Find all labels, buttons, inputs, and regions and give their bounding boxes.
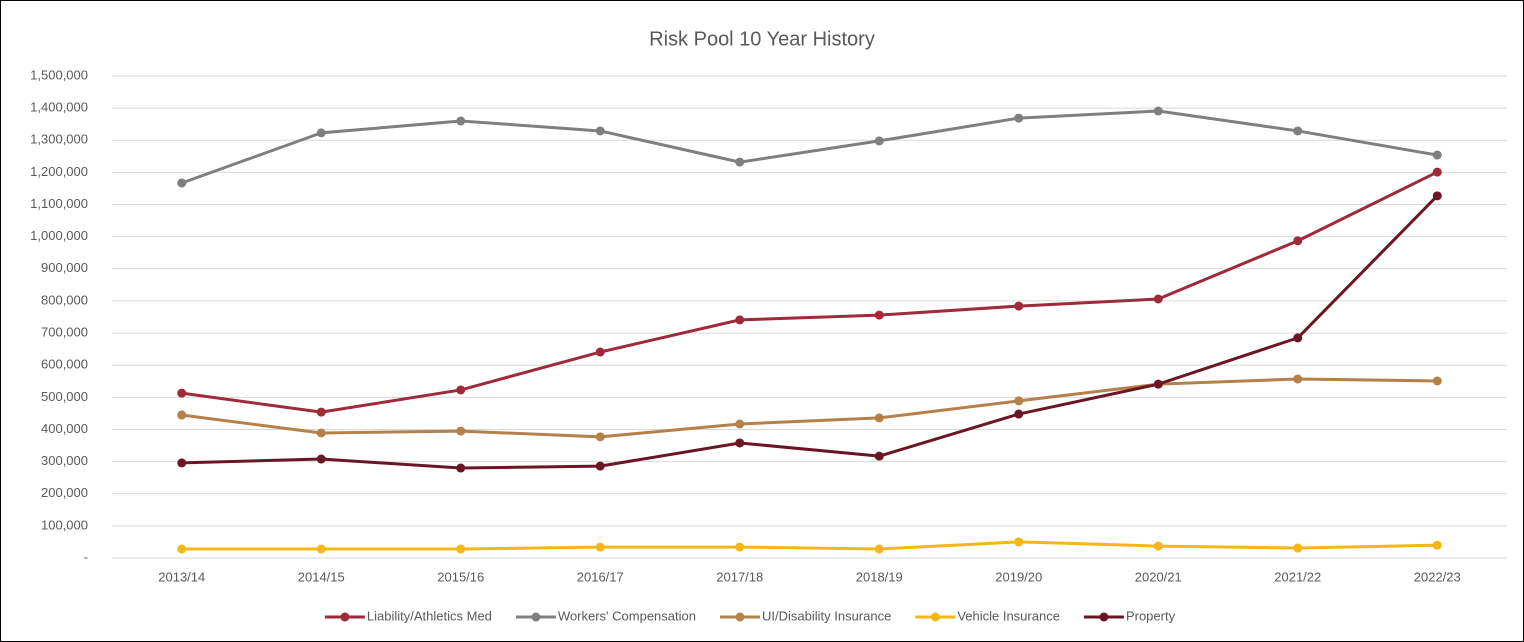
- y-tick-label: 600,000: [41, 357, 88, 372]
- data-point: [316, 407, 326, 417]
- y-tick-label: 100,000: [41, 517, 88, 532]
- data-point: [316, 428, 326, 438]
- data-point: [1432, 167, 1442, 177]
- data-point: [177, 388, 187, 398]
- data-point: [595, 126, 605, 136]
- x-tick-label: 2020/21: [1135, 569, 1182, 584]
- data-point: [1153, 379, 1163, 389]
- data-point: [1293, 374, 1303, 384]
- series-line: [181, 170, 1438, 414]
- data-point: [1432, 376, 1442, 386]
- y-tick-label: 300,000: [41, 453, 88, 468]
- data-point: [595, 347, 605, 357]
- y-tick-label: 1,500,000: [30, 67, 88, 82]
- y-tick-label: 1,100,000: [30, 196, 88, 211]
- data-point: [1293, 543, 1303, 553]
- y-tick-label: 900,000: [41, 260, 88, 275]
- x-tick-label: 2017/18: [716, 569, 763, 584]
- legend-marker: [340, 612, 350, 622]
- data-point: [1432, 150, 1442, 160]
- series-line: [181, 194, 1439, 470]
- data-point: [316, 128, 326, 138]
- data-point: [1014, 396, 1024, 406]
- data-point: [456, 385, 466, 395]
- data-point: [456, 116, 466, 126]
- legend-label: Property: [1126, 608, 1176, 623]
- data-point: [874, 413, 884, 423]
- data-point: [735, 438, 745, 448]
- data-point: [316, 544, 326, 554]
- data-point: [1014, 409, 1024, 419]
- data-point: [595, 461, 605, 471]
- data-point: [456, 426, 466, 436]
- data-point: [316, 454, 326, 464]
- data-point: [735, 419, 745, 429]
- data-point: [595, 542, 605, 552]
- data-point: [874, 310, 884, 320]
- data-point: [735, 542, 745, 552]
- legend-marker: [1099, 612, 1109, 622]
- x-tick-label: 2021/22: [1274, 569, 1321, 584]
- legend-label: Vehicle Insurance: [957, 608, 1060, 623]
- data-point: [874, 544, 884, 554]
- data-point: [177, 544, 187, 554]
- x-tick-label: 2022/23: [1414, 569, 1461, 584]
- y-tick-label: 1,000,000: [30, 228, 88, 243]
- data-point: [1153, 294, 1163, 304]
- legend-marker: [930, 612, 940, 622]
- y-tick-label: -: [84, 549, 88, 564]
- series-line: [181, 109, 1438, 185]
- data-point: [735, 157, 745, 167]
- data-point: [177, 458, 187, 468]
- x-tick-label: 2013/14: [158, 569, 205, 584]
- y-tick-label: 700,000: [41, 325, 88, 340]
- data-point: [177, 178, 187, 188]
- x-tick-label: 2016/17: [577, 569, 624, 584]
- data-point: [735, 315, 745, 325]
- legend-label: UI/Disability Insurance: [762, 608, 891, 623]
- data-point: [595, 432, 605, 442]
- y-tick-label: 200,000: [41, 485, 88, 500]
- data-point: [874, 136, 884, 146]
- data-point: [1293, 126, 1303, 136]
- data-point: [1014, 301, 1024, 311]
- legend-marker: [531, 612, 541, 622]
- data-point: [874, 451, 884, 461]
- data-point: [456, 463, 466, 473]
- y-tick-label: 1,300,000: [30, 132, 88, 147]
- x-tick-label: 2015/16: [437, 569, 484, 584]
- x-tick-label: 2019/20: [995, 569, 1042, 584]
- y-tick-label: 400,000: [41, 421, 88, 436]
- data-point: [177, 410, 187, 420]
- legend-label: Liability/Athletics Med: [367, 608, 492, 623]
- y-tick-label: 1,400,000: [30, 100, 88, 115]
- legend-label: Workers' Compensation: [558, 608, 696, 623]
- data-point: [1153, 541, 1163, 551]
- series-line: [181, 540, 1438, 551]
- y-tick-label: 500,000: [41, 389, 88, 404]
- data-point: [1153, 106, 1163, 116]
- chart-title: Risk Pool 10 Year History: [649, 28, 875, 50]
- series-line: [181, 377, 1438, 439]
- data-point: [1432, 191, 1442, 201]
- legend-marker: [735, 612, 745, 622]
- y-tick-label: 1,200,000: [30, 164, 88, 179]
- x-tick-label: 2014/15: [298, 569, 345, 584]
- y-tick-label: 800,000: [41, 292, 88, 307]
- data-point: [1014, 113, 1024, 123]
- x-tick-label: 2018/19: [856, 569, 903, 584]
- data-point: [1014, 537, 1024, 547]
- data-point: [1293, 236, 1303, 246]
- data-point: [1432, 540, 1442, 550]
- data-point: [456, 544, 466, 554]
- data-point: [1293, 333, 1303, 343]
